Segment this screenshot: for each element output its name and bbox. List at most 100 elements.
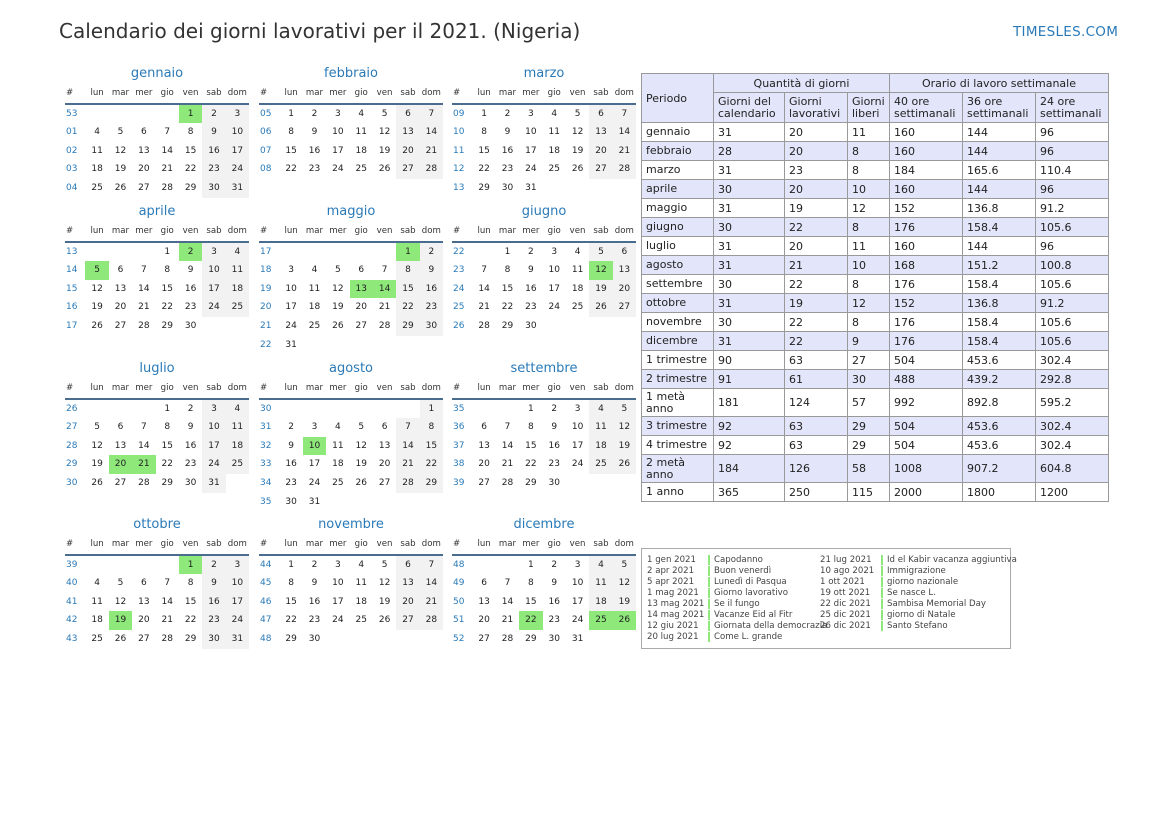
table-row: aprile 30 20 10 160 144 96: [641, 179, 1109, 199]
week-number: 04: [66, 182, 78, 193]
week-number: 50: [453, 596, 465, 607]
weekday-label: dom: [227, 88, 247, 98]
day-cell: 1: [164, 246, 171, 257]
day-cell: 24: [332, 615, 344, 626]
weekday-label: lun: [477, 226, 491, 236]
day-cell: 27: [478, 477, 490, 488]
day-cell: 23: [548, 615, 560, 626]
day-cell: 27: [478, 633, 490, 644]
day-cell: 13: [396, 123, 420, 142]
week-number: 12: [453, 164, 465, 175]
day-cell: [589, 179, 612, 198]
day-cell: 23: [202, 611, 226, 630]
month-novembre: novembre # lun mar mer gio ven sab dom 44 1 2 3 4 5 6 7 4…: [259, 515, 444, 649]
week-number: 31: [260, 422, 272, 433]
day-cell: 13: [114, 283, 127, 294]
day-cell: 19: [91, 459, 103, 470]
value-cell: 453.6: [962, 416, 1036, 436]
day-cell: 30: [419, 316, 444, 336]
weekday-label: mer: [135, 226, 153, 236]
day-cell: 18: [308, 302, 321, 313]
legend-marker: [881, 610, 883, 620]
day-cell: 6: [396, 104, 420, 124]
day-cell: 4: [334, 422, 341, 433]
day-cell: [85, 105, 108, 124]
week-number: 10: [453, 127, 465, 138]
day-cell: [156, 556, 179, 575]
week-number: 17: [260, 246, 272, 257]
day-cell: 14: [419, 123, 444, 142]
table-row: marzo 31 23 8 184 165.6 110.4: [641, 160, 1109, 180]
week-number: 29: [66, 459, 78, 470]
day-cell: 28: [396, 473, 420, 493]
day-cell: [109, 400, 132, 419]
day-cell: 1: [481, 108, 487, 119]
month-name: dicembre: [513, 517, 575, 532]
value-cell: 21: [784, 255, 848, 275]
value-cell: 250: [784, 482, 848, 502]
day-cell: 3: [225, 555, 250, 575]
value-cell: 57: [847, 388, 890, 417]
day-cell: 24: [332, 164, 344, 175]
day-cell: 7: [504, 578, 511, 589]
day-cell: 8: [527, 422, 534, 433]
day-cell: 27: [138, 182, 150, 193]
legend-name: Buon venerdì: [714, 566, 772, 576]
brand-link[interactable]: TIMESLES.COM: [1013, 24, 1119, 40]
day-cell: [85, 400, 108, 419]
value-cell: 20: [784, 236, 848, 256]
week-row: 48 29 30: [259, 630, 443, 649]
day-cell: 26: [589, 298, 613, 317]
week-number: 51: [453, 615, 465, 626]
day-cell: 27: [589, 160, 613, 179]
weekday-label: mer: [522, 539, 540, 549]
day-cell: 28: [419, 611, 444, 630]
day-cell: 22: [525, 459, 537, 470]
day-cell: 5: [589, 242, 613, 262]
day-cell: [326, 400, 349, 419]
weekday-label: ven: [182, 539, 199, 549]
col-40h: 40 ore settimanali: [889, 92, 963, 123]
legend-item: 22 dic 2021 Sambisa Memorial Day: [820, 599, 1017, 610]
weekday-label: ven: [182, 88, 199, 98]
day-cell: 23: [285, 477, 297, 488]
day-cell: 19: [108, 611, 133, 630]
legend-marker: [881, 588, 883, 598]
legend-name: Come L. grande: [714, 632, 783, 642]
period-cell: 4 trimestre: [641, 435, 714, 455]
legend-name: Giornata della democrazia: [714, 621, 828, 631]
weekday-label: #: [260, 226, 268, 236]
day-cell: [132, 400, 155, 419]
day-cell: 12: [378, 578, 391, 589]
day-cell: 3: [225, 104, 250, 124]
day-cell: 20: [138, 615, 150, 626]
month-name: luglio: [139, 361, 175, 376]
day-cell: 16: [202, 141, 226, 161]
day-cell: 5: [358, 422, 365, 433]
day-cell: 21: [161, 164, 173, 175]
value-cell: 29: [847, 416, 890, 436]
weekday-label: mer: [522, 88, 540, 98]
day-cell: 6: [358, 265, 365, 276]
weekday-label: mar: [111, 539, 130, 549]
day-cell: [373, 243, 396, 262]
period-cell: 1 trimestre: [641, 350, 714, 370]
day-cell: 13: [349, 279, 373, 299]
weekday-label: ven: [182, 226, 199, 236]
day-cell: 14: [419, 574, 444, 593]
weekday-label: mer: [329, 226, 347, 236]
day-cell: [589, 317, 612, 336]
day-cell: 10: [571, 422, 584, 433]
day-cell: [613, 179, 636, 198]
weekday-label: dom: [421, 226, 441, 236]
day-cell: 14: [396, 436, 420, 456]
value-cell: 30: [713, 274, 785, 294]
table-row: 1 anno 365 250 115 2000 1800 1200: [641, 482, 1109, 502]
col-work-days: Giorni lavorativi: [784, 92, 848, 123]
value-cell: 184: [889, 160, 963, 180]
week-row: 03 18 19 20 21 22 23 24: [65, 160, 250, 179]
day-cell: 15: [285, 145, 297, 156]
day-cell: 20: [138, 164, 150, 175]
weekday-label: sab: [593, 383, 609, 393]
week-row: 20 17 18 19 20 21 22 23: [259, 298, 444, 317]
